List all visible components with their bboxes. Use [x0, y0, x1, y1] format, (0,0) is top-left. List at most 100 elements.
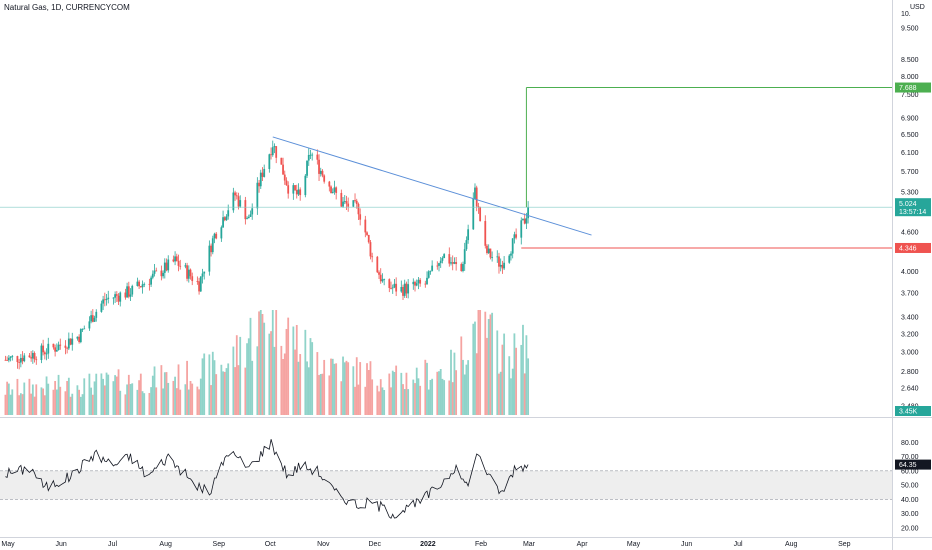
volume-bar: [383, 389, 386, 415]
volume-bar: [239, 336, 242, 415]
candle-body: [30, 357, 33, 359]
candle-body: [287, 185, 290, 194]
candle-body: [307, 155, 310, 161]
candle-body: [395, 283, 398, 292]
volume-bar: [71, 393, 74, 415]
volume-bar: [275, 310, 278, 415]
volume-bar: [439, 369, 442, 415]
volume-bar: [511, 368, 514, 415]
volume-bar: [215, 374, 218, 415]
candle-body: [76, 336, 79, 339]
candle-body: [462, 264, 464, 272]
trendline: [272, 136, 592, 236]
volume-bar: [59, 386, 62, 415]
price-tick-label: 6.900: [901, 115, 919, 122]
candle-body: [523, 218, 526, 224]
volume-bar: [501, 344, 504, 415]
volume-bar: [455, 370, 458, 415]
volume-bar: [499, 371, 502, 415]
volume-bar: [227, 363, 230, 415]
volume-bar: [11, 389, 14, 415]
candle-body: [405, 283, 408, 294]
candle-body: [184, 265, 187, 267]
volume-bar: [143, 393, 146, 415]
candle-body: [496, 256, 499, 258]
candle-body: [198, 281, 200, 292]
candle-body: [295, 190, 298, 195]
candle-body: [443, 254, 446, 259]
candle-body: [203, 271, 206, 274]
candle-body: [131, 285, 134, 295]
volume-bar: [472, 323, 475, 415]
candle-body: [486, 245, 488, 254]
volume-bar: [83, 378, 86, 415]
candle-body: [153, 270, 156, 274]
volume-bar: [213, 360, 216, 415]
volume-bar: [352, 366, 355, 415]
volume-tag: [895, 406, 931, 416]
candle-body: [4, 359, 7, 361]
candle-body: [21, 357, 24, 362]
volume-bar: [124, 394, 127, 415]
candle-body: [426, 277, 428, 285]
candle-body: [91, 315, 94, 322]
candle-body: [414, 281, 416, 286]
volume-bar: [268, 333, 271, 415]
candle-body: [280, 157, 283, 165]
volume-bar: [114, 375, 117, 415]
volume-bar: [431, 378, 434, 415]
candle-body: [222, 217, 224, 228]
volume-bar: [258, 311, 260, 415]
candle-body: [489, 248, 492, 258]
candle-body: [45, 353, 48, 355]
rsi-tick-label: 80.00: [901, 440, 919, 447]
volume-bar: [90, 387, 93, 415]
volume-bar: [525, 335, 528, 415]
volume-bar: [415, 367, 418, 415]
candle-body: [208, 245, 211, 272]
candle-body: [23, 355, 26, 362]
candle-body: [415, 283, 418, 286]
volume-bar: [391, 370, 394, 415]
volume-bar: [28, 378, 31, 415]
candle-body: [174, 256, 176, 262]
volume-bar: [148, 392, 151, 415]
volume-bar: [451, 382, 454, 415]
volume-bar: [172, 380, 175, 415]
candle-body: [11, 356, 14, 357]
volume-bar: [282, 358, 284, 415]
volume-bar: [496, 330, 499, 415]
candle-body: [491, 257, 494, 258]
candle-body: [64, 345, 67, 348]
volume-bar: [297, 361, 300, 415]
candle-body: [143, 283, 146, 285]
candle-body: [55, 350, 58, 352]
price-tick-label: 9.500: [901, 25, 919, 32]
candle-body: [511, 238, 514, 254]
volume-bar: [55, 389, 58, 415]
volume-bar: [21, 394, 24, 415]
time-tick-label: Mar: [523, 541, 536, 548]
time-tick-label: Aug: [785, 541, 798, 548]
candle-body: [246, 218, 248, 220]
candle-body: [40, 345, 43, 360]
candle-body: [52, 343, 55, 348]
candle-body: [501, 264, 504, 269]
volume-bar: [45, 376, 48, 415]
volume-bar: [407, 389, 410, 415]
volume-bar: [285, 328, 288, 415]
candle-body: [95, 311, 98, 318]
price-tick-label: 3.400: [901, 315, 919, 322]
rsi-tick-label: 60.00: [901, 468, 919, 475]
candle-body: [258, 182, 260, 187]
candle-body: [163, 262, 166, 273]
candle-body: [323, 175, 326, 182]
volume-bar: [64, 391, 67, 415]
volume-bar: [316, 352, 319, 415]
time-tick-label: May: [627, 541, 641, 548]
volume-bar: [220, 364, 223, 415]
candle-body: [213, 233, 216, 239]
volume-bar: [88, 373, 91, 415]
volume-bar: [427, 389, 430, 415]
